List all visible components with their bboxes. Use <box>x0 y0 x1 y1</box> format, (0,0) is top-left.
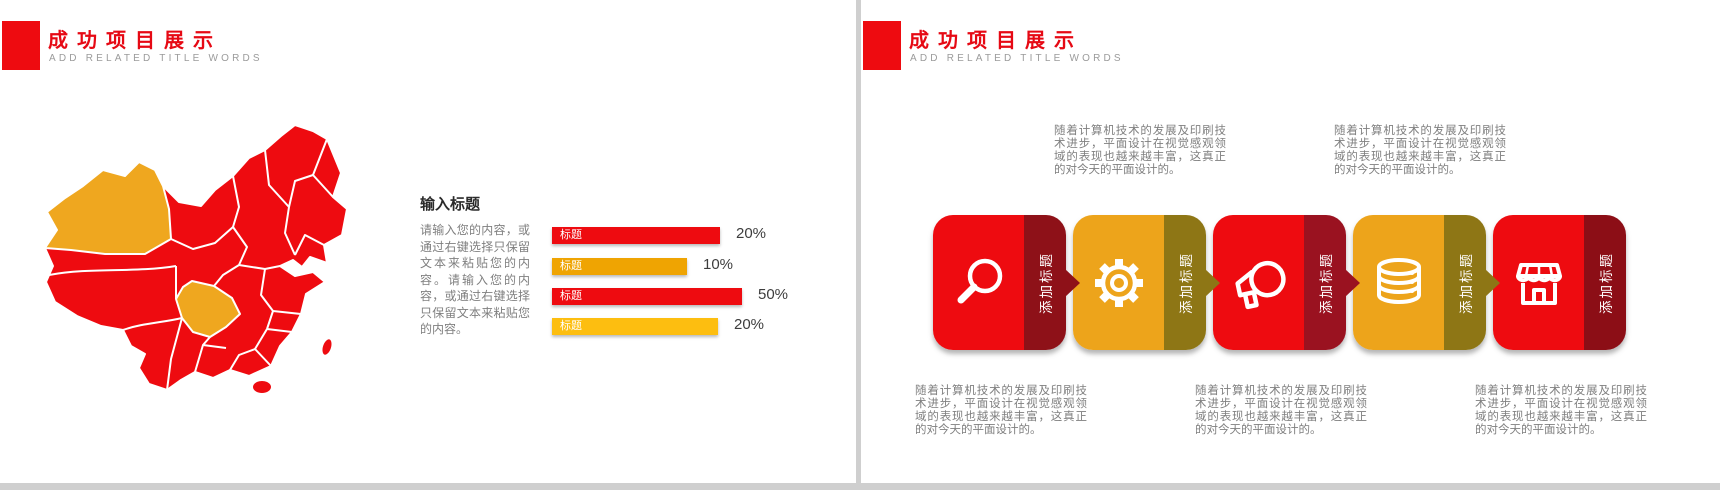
megaphone-icon <box>1234 260 1286 309</box>
step-label: 添加标题 <box>1459 251 1474 314</box>
content-body-text[interactable]: 请输入您的内容，或通过右键选择只保留文本来粘贴您的内容。请输入您的内容，或通过右… <box>420 223 530 336</box>
map-region-xinjiang <box>44 161 172 255</box>
process-step-1[interactable]: 添加标题 <box>933 215 1080 350</box>
content-title[interactable]: 输入标题 <box>420 196 481 213</box>
magnifier-icon <box>957 258 1002 303</box>
description-text[interactable]: 随着计算机技术的发展及印刷技术进步，平面设计在视觉感观领域的表现也越来越丰富，这… <box>1054 125 1226 176</box>
map-mainland <box>44 124 348 391</box>
step-label: 添加标题 <box>1599 251 1614 314</box>
bar-label: 标题 <box>560 290 582 302</box>
gear-icon <box>1094 258 1143 307</box>
step-tab: 添加标题 <box>1164 215 1206 350</box>
description-text[interactable]: 随着计算机技术的发展及印刷技术进步，平面设计在视觉感观领域的表现也越来越丰富，这… <box>1334 125 1506 176</box>
map-island-hainan <box>251 379 273 395</box>
header-accent-square <box>863 21 901 70</box>
description-text[interactable]: 随着计算机技术的发展及印刷技术进步，平面设计在视觉感观领域的表现也越来越丰富，这… <box>915 385 1087 436</box>
step-icon-area <box>933 215 1024 350</box>
map-region-sichuan <box>175 280 241 338</box>
page-title[interactable]: 成功项目展示 <box>909 30 1083 52</box>
process-step-3[interactable]: 添加标题 <box>1213 215 1360 350</box>
step-tab: 添加标题 <box>1444 215 1486 350</box>
arrow-right-icon <box>1485 268 1500 297</box>
page-title[interactable]: 成功项目展示 <box>48 30 222 52</box>
slide-right[interactable]: 成功项目展示 ADD RELATED TITLE WORDS 随着计算机技术的发… <box>861 0 1720 483</box>
description-text[interactable]: 随着计算机技术的发展及印刷技术进步，平面设计在视觉感观领域的表现也越来越丰富，这… <box>1195 385 1367 436</box>
step-tab: 添加标题 <box>1024 215 1066 350</box>
process-step-5[interactable]: 添加标题 <box>1493 215 1626 350</box>
page-subtitle: ADD RELATED TITLE WORDS <box>49 53 263 64</box>
bar-value: 50% <box>758 286 789 303</box>
bar-value: 10% <box>703 256 734 273</box>
step-tab: 添加标题 <box>1584 215 1626 350</box>
arrow-right-icon <box>1205 268 1220 297</box>
step-tab: 添加标题 <box>1304 215 1346 350</box>
step-icon-area <box>1493 215 1584 350</box>
database-icon <box>1376 257 1421 304</box>
bar-row[interactable]: 标题 20% <box>552 225 766 244</box>
arrow-right-icon <box>1345 268 1360 297</box>
step-icon-area <box>1353 215 1444 350</box>
bar-row[interactable]: 标题 50% <box>552 286 788 305</box>
page-subtitle: ADD RELATED TITLE WORDS <box>910 53 1124 64</box>
map-island-taiwan <box>320 337 334 357</box>
process-step-4[interactable]: 添加标题 <box>1353 215 1500 350</box>
bar-label: 标题 <box>560 229 582 241</box>
slide-left[interactable]: 成功项目展示 ADD RELATED TITLE WORDS <box>0 0 856 483</box>
store-icon <box>1515 262 1562 305</box>
step-label: 添加标题 <box>1039 251 1054 314</box>
bar-value: 20% <box>734 316 765 333</box>
header-accent-square <box>2 21 40 70</box>
step-label: 添加标题 <box>1319 251 1334 314</box>
step-icon-area <box>1213 215 1304 350</box>
bar-value: 20% <box>736 225 767 242</box>
step-icon-area <box>1073 215 1164 350</box>
china-map[interactable] <box>43 115 359 395</box>
arrow-right-icon <box>1065 268 1080 297</box>
bar-label: 标题 <box>560 260 582 272</box>
step-label: 添加标题 <box>1179 251 1194 314</box>
description-text[interactable]: 随着计算机技术的发展及印刷技术进步，平面设计在视觉感观领域的表现也越来越丰富，这… <box>1475 385 1647 436</box>
process-step-2[interactable]: 添加标题 <box>1073 215 1220 350</box>
bar-row[interactable]: 标题 20% <box>552 316 764 335</box>
bar-label: 标题 <box>560 320 582 332</box>
province-borders <box>48 138 334 391</box>
bar-row[interactable]: 标题 10% <box>552 256 733 275</box>
